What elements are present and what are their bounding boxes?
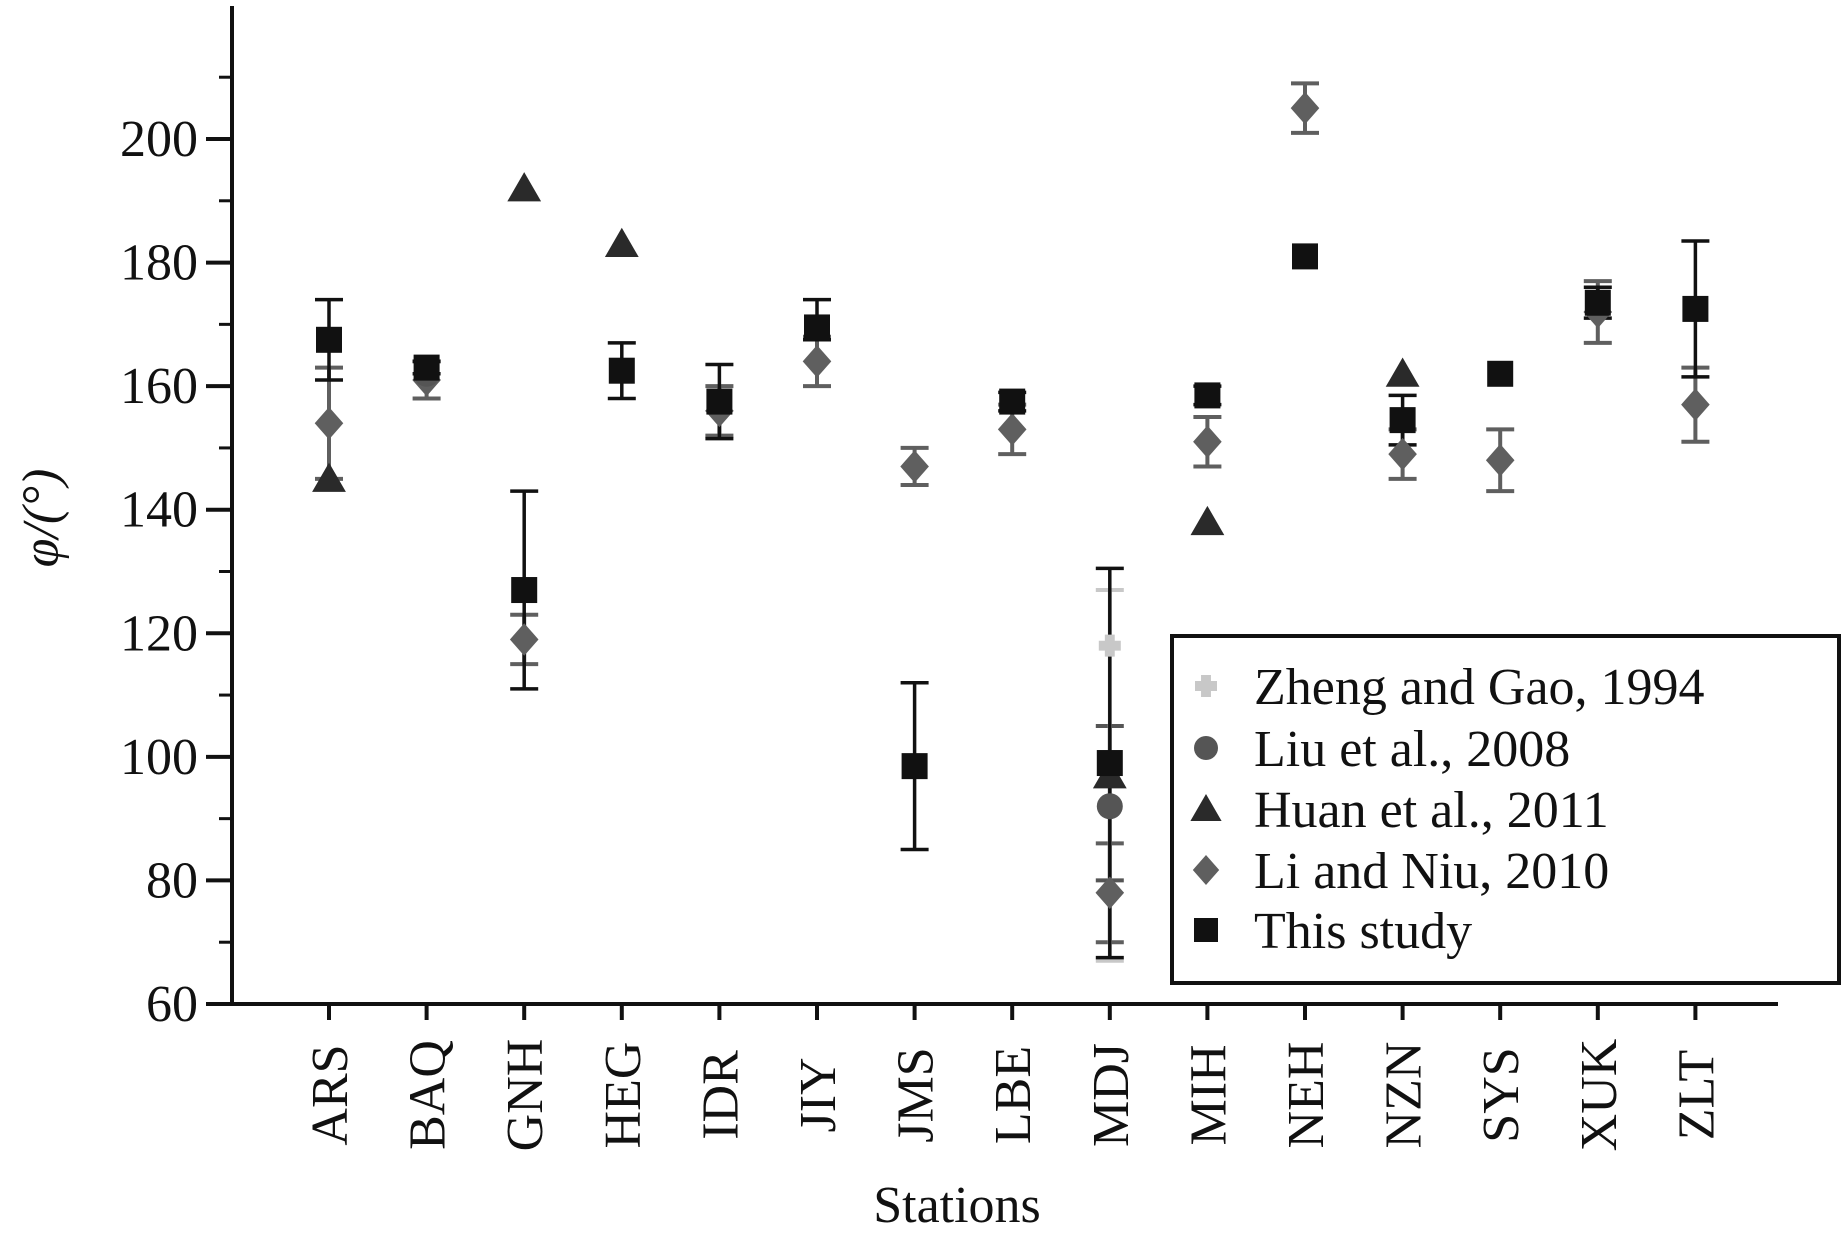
x-category-label: GNH (497, 1039, 554, 1152)
data-point-circle (1096, 793, 1123, 820)
data-point-triangle (604, 227, 639, 258)
data-point-square (901, 753, 928, 780)
legend-box (1170, 634, 1841, 985)
x-category-label: IDR (692, 1050, 749, 1140)
data-points (312, 91, 1710, 910)
data-point-square (1096, 750, 1123, 777)
axes (230, 6, 1778, 1006)
data-point-triangle (507, 172, 542, 202)
x-category-label: HEG (595, 1042, 652, 1149)
data-point-diamond (1290, 91, 1320, 125)
data-point-diamond (314, 406, 344, 440)
data-point-diamond (802, 345, 832, 378)
data-point-diamond (1681, 388, 1710, 421)
x-category-label: BAQ (400, 1040, 457, 1150)
y-tick-label: 200 (120, 111, 198, 168)
x-category-label: JIY (790, 1057, 847, 1132)
x-category-label: LBE (985, 1046, 1042, 1144)
legend-label: Liu et al., 2008 (1254, 721, 1570, 778)
x-category-label: JMS (888, 1047, 945, 1142)
x-category-label: ARS (302, 1044, 359, 1145)
data-point-diamond (1388, 437, 1417, 471)
data-point-square (804, 314, 830, 341)
data-point-triangle (312, 462, 346, 492)
x-category-label: NEH (1278, 1042, 1335, 1149)
data-point-square (1682, 295, 1709, 322)
data-point-diamond (509, 623, 539, 656)
legend-label: Li and Niu, 2010 (1254, 843, 1609, 900)
data-point-diamond (1095, 876, 1125, 910)
data-point-square (608, 357, 635, 384)
x-category-label: XUK (1571, 1038, 1628, 1151)
legend-label: Zheng and Gao, 1994 (1254, 659, 1705, 716)
data-point-diamond (1485, 444, 1515, 477)
legend-marker-cross (1195, 675, 1217, 697)
legend-marker-diamond (1192, 855, 1220, 885)
y-tick-label: 80 (146, 852, 198, 909)
x-axis-title: Stations (873, 1177, 1041, 1234)
data-point-square (1487, 360, 1514, 387)
data-point-diamond (1193, 425, 1222, 458)
data-point-diamond (997, 413, 1027, 446)
x-category-label: ZLT (1668, 1050, 1725, 1141)
x-category-label: MDJ (1083, 1043, 1140, 1147)
y-tick-label: 120 (120, 605, 198, 662)
y-tick-label: 180 (120, 235, 198, 292)
legend-label: This study (1254, 903, 1472, 960)
data-point-diamond (900, 450, 929, 483)
data-point-square (511, 577, 538, 604)
y-tick-label: 60 (146, 976, 198, 1033)
data-point-triangle (1385, 357, 1420, 387)
y-ticks: 60 80 100 120 140 160 180 200 (120, 75, 232, 1033)
data-point-square (999, 388, 1026, 415)
data-point-square (706, 388, 733, 415)
legend-marker-triangle (1190, 794, 1222, 821)
data-point-square (1584, 289, 1611, 316)
data-point-square (1292, 243, 1318, 270)
legend-marker-circle (1194, 736, 1218, 760)
x-category-labels: ARS BAQ GNH HEG IDR JIY JMS LBE MDJ MIH NEH NZN SYS X… (302, 1004, 1725, 1151)
x-category-label: NZN (1376, 1042, 1433, 1149)
data-point-square (1389, 407, 1416, 434)
legend-label: Huan et al., 2011 (1254, 782, 1609, 839)
data-point-square (413, 354, 440, 381)
y-tick-label: 100 (120, 729, 198, 786)
x-category-label: MIH (1180, 1044, 1237, 1145)
y-tick-label: 160 (120, 358, 198, 415)
legend-marker-square (1194, 918, 1218, 942)
data-point-square (316, 326, 342, 353)
y-axis-title: φ/(°) (13, 469, 70, 568)
data-point-square (1194, 382, 1221, 409)
data-point-cross (1098, 634, 1121, 657)
data-point-triangle (1190, 505, 1225, 536)
y-tick-label: 140 (120, 482, 198, 539)
x-category-label: SYS (1473, 1047, 1530, 1142)
